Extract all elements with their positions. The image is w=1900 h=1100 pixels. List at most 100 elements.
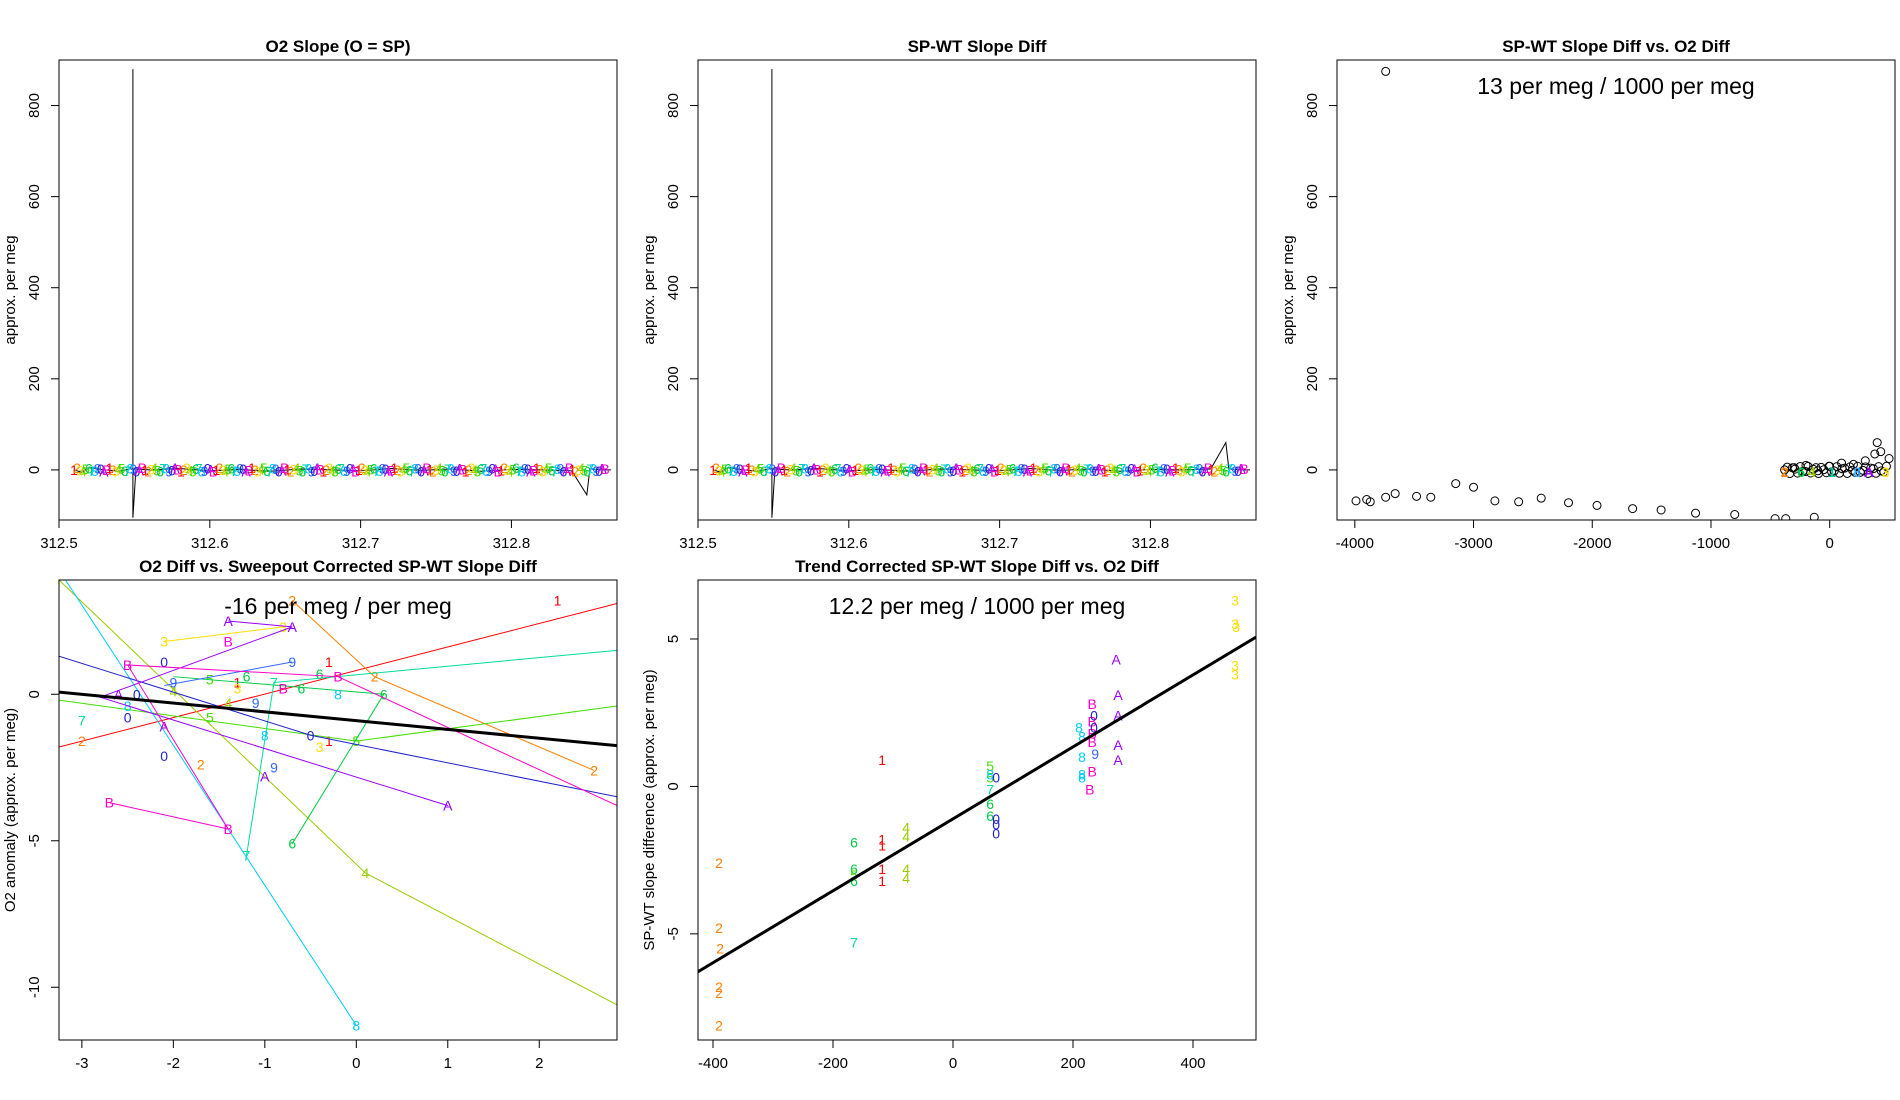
data-point-label: 6 (850, 834, 858, 850)
data-point-label: 4 (1074, 460, 1082, 476)
data-point-label: 0 (275, 463, 283, 479)
data-point-label: 5 (1006, 461, 1014, 477)
data-point-label: 6 (973, 461, 981, 477)
plot-frame (58, 59, 618, 521)
data-point-label: 8 (1078, 767, 1086, 783)
data-point-label: A (224, 613, 234, 629)
data-point-label: 7 (124, 463, 132, 479)
data-point-label: 4 (1216, 460, 1224, 476)
data-point-label: 4 (506, 464, 514, 480)
data-point-label: 3 (325, 460, 333, 476)
data-point-label: 4 (1110, 462, 1118, 478)
data-point-label: 1 (878, 837, 886, 853)
data-point (1426, 492, 1436, 502)
data-point-label: 3 (1882, 464, 1890, 480)
data-point-label: 4 (718, 464, 726, 480)
data-point (1351, 496, 1361, 506)
data-point-label: A (348, 461, 358, 477)
data-point (1490, 496, 1500, 506)
fit-line (698, 635, 1256, 974)
data-point-label: 8 (352, 1017, 360, 1033)
data-point-label: 4 (1145, 464, 1153, 480)
y-axis-label: approx. per meg (641, 235, 658, 344)
data-point-label: 2 (287, 464, 295, 480)
data-point-label: 0 (417, 463, 425, 479)
data-point-label: 0 (1090, 719, 1098, 735)
data-point-label: 4 (224, 695, 232, 711)
data-point-label: 5 (367, 461, 375, 477)
data-point-label: 3 (316, 739, 324, 755)
data-point-label: 6 (902, 463, 910, 479)
data-point-label: B (1088, 714, 1097, 730)
data-point-label: 8 (1086, 461, 1094, 477)
data-point-label: 2 (500, 460, 508, 476)
data-point-label: 1 (1065, 462, 1073, 478)
data-point-label: 1 (923, 462, 931, 478)
data-point-label: 0 (488, 460, 496, 476)
data-point (1564, 498, 1574, 508)
data-point-label: 5 (509, 461, 517, 477)
data-point (1412, 491, 1422, 501)
data-point-label: 0 (1090, 708, 1098, 724)
data-point-label: 1 (70, 462, 78, 478)
plot-area: 1234567890AB1234567890AB1234567890AB1234… (709, 69, 1250, 518)
data-point-label: 9 (165, 463, 173, 479)
data-point (1730, 510, 1740, 520)
data-point-label: 1 (426, 462, 434, 478)
data-point-label: 0 (132, 464, 140, 480)
data-point-label: 0 (914, 463, 922, 479)
series-line (59, 699, 617, 742)
data-point-label: 5 (1184, 460, 1192, 476)
data-point-label: 1 (177, 464, 185, 480)
data-point-label: 8 (1193, 461, 1201, 477)
data-point-label: 8 (1050, 461, 1058, 477)
data-point-label: 1 (745, 460, 753, 476)
data-point-label: 7 (941, 461, 949, 477)
data-point-label: B (280, 460, 289, 476)
data-point-label: 7 (230, 463, 238, 479)
data-point-label: 0 (736, 461, 744, 477)
data-point (1809, 512, 1819, 520)
data-point-label: 3 (822, 460, 830, 476)
data-point-label: B (494, 464, 503, 480)
data-point-label: 6 (512, 460, 520, 476)
data-point-label: 5 (474, 464, 482, 480)
data-point-label: 5 (206, 710, 214, 726)
x-tick-label: -2000 (1573, 535, 1611, 552)
data-point-label: 8 (127, 460, 135, 476)
data-point-label: 0 (346, 460, 354, 476)
panel-o2-slope: 1234567890AB1234567890AB1234567890AB1234… (2, 37, 618, 552)
data-point-label: 7 (798, 461, 806, 477)
data-point-label: 4 (902, 820, 910, 836)
data-point-label: 5 (863, 461, 871, 477)
data-point-label: 8 (943, 461, 951, 477)
data-point-label: 3 (361, 462, 369, 478)
data-point-label: A (562, 463, 572, 479)
data-point-label: 6 (316, 666, 324, 682)
data-point-label: B (458, 461, 467, 477)
data-point-label: B (919, 460, 928, 476)
data-point-label: 5 (118, 460, 126, 476)
series-line (59, 655, 617, 798)
data-point-label: 2 (1104, 462, 1112, 478)
data-point-label: A (99, 464, 109, 480)
data-point-label: 9 (557, 461, 565, 477)
y-tick-label: 800 (665, 93, 682, 118)
data-point-label: 1 (878, 861, 886, 877)
data-point-label: 6 (299, 463, 307, 479)
data-point-label: 8 (908, 461, 916, 477)
y-tick-label: 0 (1304, 466, 1321, 474)
data-point-label: 4 (1003, 464, 1011, 480)
y-tick-label: 200 (26, 366, 43, 391)
data-point-label: B (883, 462, 892, 478)
data-point-label: 4 (399, 462, 407, 478)
y-tick-label: 400 (1304, 275, 1321, 300)
data-point-label: 3 (468, 460, 476, 476)
data-point-label: 7 (834, 461, 842, 477)
data-point-label: 3 (1231, 593, 1239, 609)
data-point-label: 3 (751, 464, 759, 480)
data-point-label: A (1864, 464, 1874, 480)
data-point-label: 0 (382, 461, 390, 477)
series-line (59, 580, 617, 1006)
data-point-label: 0 (595, 463, 603, 479)
